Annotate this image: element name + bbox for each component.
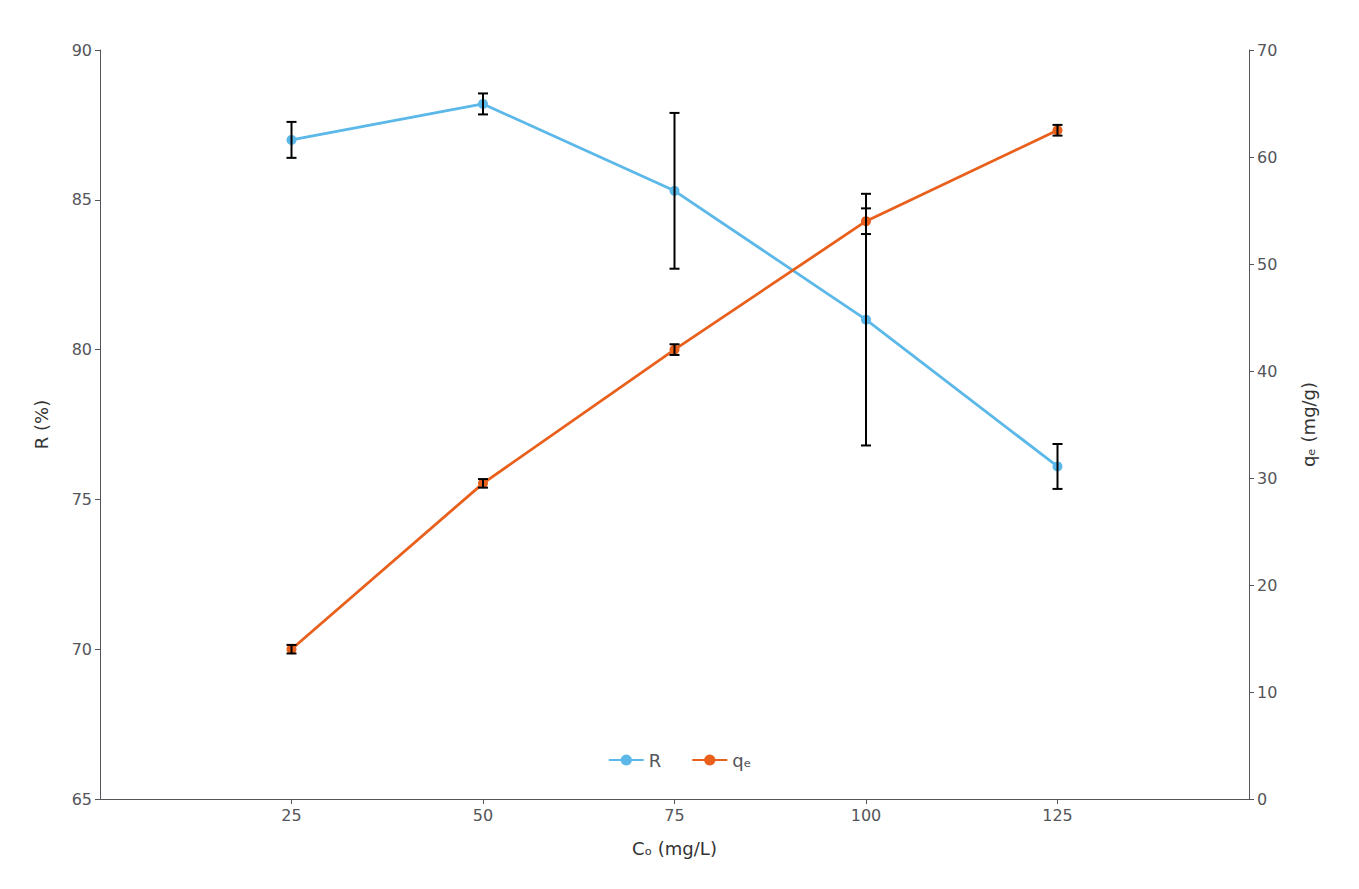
svg-text:R: R [649,750,662,771]
svg-text:80: 80 [72,340,92,359]
svg-text:125: 125 [1042,806,1073,825]
svg-text:50: 50 [1257,255,1277,274]
svg-text:Cₒ (mg/L): Cₒ (mg/L) [632,838,717,859]
svg-text:75: 75 [72,490,92,509]
svg-text:40: 40 [1257,362,1277,381]
svg-text:85: 85 [72,190,92,209]
svg-text:70: 70 [72,640,92,659]
svg-text:90: 90 [72,41,92,60]
svg-text:60: 60 [1257,148,1277,167]
svg-text:75: 75 [664,806,684,825]
svg-text:10: 10 [1257,683,1277,702]
svg-text:qₑ (mg/g): qₑ (mg/g) [1298,382,1319,467]
svg-text:20: 20 [1257,576,1277,595]
svg-text:30: 30 [1257,469,1277,488]
svg-text:R (%): R (%) [31,400,52,449]
svg-text:70: 70 [1257,41,1277,60]
svg-text:25: 25 [281,806,301,825]
svg-text:50: 50 [473,806,493,825]
svg-text:65: 65 [72,790,92,809]
svg-text:qₑ: qₑ [732,750,751,771]
svg-text:100: 100 [851,806,882,825]
svg-text:0: 0 [1257,790,1267,809]
